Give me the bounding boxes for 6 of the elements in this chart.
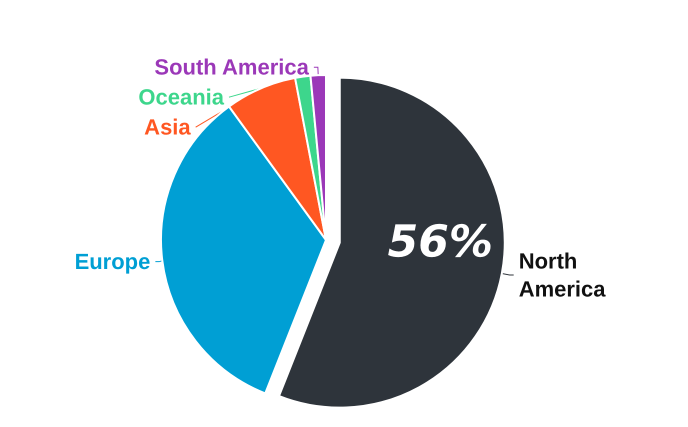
data-label: 56%: [388, 216, 493, 268]
slice-label: Asia: [144, 114, 192, 140]
slice-label: Oceania: [138, 84, 225, 110]
slice-label: Europe: [74, 249, 150, 274]
slice-label: North America: [518, 248, 606, 302]
slice-label: South America: [154, 54, 310, 80]
